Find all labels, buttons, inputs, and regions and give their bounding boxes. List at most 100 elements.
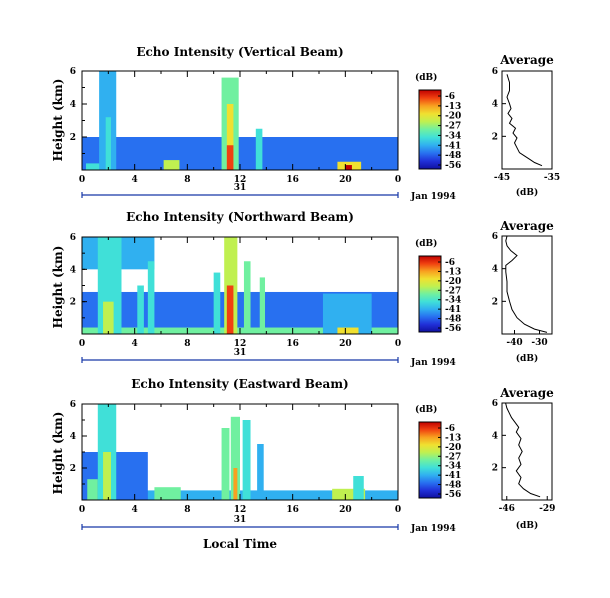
y-tick-label: 6 <box>70 233 76 243</box>
colorbar-tick-label: -13 <box>445 267 461 277</box>
echo-region <box>233 468 238 500</box>
colorbar-tick-label: -27 <box>445 452 461 462</box>
y-tick-label: 2 <box>492 132 498 142</box>
echo-region <box>243 261 251 334</box>
echo-region <box>226 285 234 334</box>
colorbar-tick-label: -13 <box>445 102 461 112</box>
colorbar-tick-label: -56 <box>445 324 461 334</box>
heatmap-plot <box>81 236 399 335</box>
colorbar-tick-label: -34 <box>445 296 461 306</box>
colorbar: -6-13-20-27-34-41-48-56 <box>418 89 461 171</box>
x-tick-label: 16 <box>286 505 299 515</box>
colorbar-unit: (dB) <box>415 72 437 83</box>
echo-region <box>259 277 266 334</box>
echo-region <box>332 488 366 500</box>
colorbar-tick-label: -6 <box>445 92 455 102</box>
x-tick-label: 12 <box>234 505 247 515</box>
profile-frame <box>501 402 553 501</box>
x-tick-label: 16 <box>286 339 299 349</box>
echo-region <box>213 272 221 334</box>
average-unit: (dB) <box>516 187 538 198</box>
echo-region <box>255 128 263 170</box>
average-unit: (dB) <box>516 353 538 364</box>
x-tick-label: 16 <box>286 175 299 185</box>
y-tick-label: 6 <box>492 67 498 77</box>
y-tick-label: 4 <box>492 431 498 441</box>
y-tick-label: 6 <box>492 399 498 409</box>
date-label: Jan 1994 <box>410 192 456 202</box>
colorbar-tick-label: -41 <box>445 305 461 315</box>
echo-region <box>163 160 180 170</box>
panel-title: Echo Intensity (Vertical Beam) <box>136 45 343 59</box>
x-tick-label: 0 <box>395 175 401 185</box>
date-label: Jan 1994 <box>410 524 456 534</box>
echo-region <box>226 104 234 170</box>
echo-region <box>103 452 111 500</box>
echo-region <box>226 145 234 170</box>
date-label: Jan 1994 <box>410 358 456 368</box>
x-tick-label: 4 <box>132 339 138 349</box>
y-axis-label: Height (km) <box>51 79 65 162</box>
colorbar-tick-label: -6 <box>445 258 455 268</box>
x-axis-title: Local Time <box>203 537 277 551</box>
y-tick-label: 4 <box>492 265 498 275</box>
echo-region <box>322 293 372 334</box>
echo-region <box>242 420 251 500</box>
x-tick-label: 4 <box>132 505 138 515</box>
colorbar-gradient <box>418 421 442 499</box>
x-tick-label: 0 <box>395 339 401 349</box>
y-tick-label: 4 <box>70 432 76 442</box>
echo-region <box>345 165 352 170</box>
y-tick-label: 4 <box>492 100 498 110</box>
colorbar-tick-label: -13 <box>445 433 461 443</box>
average-profile: 6 4 2 -45 -35 <box>492 67 560 183</box>
x-tick-label: 0 <box>79 505 85 515</box>
x-tick-label: 8 <box>184 175 190 185</box>
echo-region <box>85 163 104 170</box>
colorbar-tick-label: -27 <box>445 122 461 132</box>
x-tick-label: 20 <box>339 505 352 515</box>
heatmap-plot <box>81 403 399 501</box>
colorbar-gradient <box>418 255 442 333</box>
colorbar-tick-label: -56 <box>445 490 461 500</box>
colorbar-tick-label: -41 <box>445 141 461 151</box>
x-tick-label: 8 <box>184 339 190 349</box>
day-label: 31 <box>234 183 247 193</box>
colorbar: -6-13-20-27-34-41-48-56 <box>418 255 461 334</box>
y-tick-label: 6 <box>70 400 76 410</box>
average-profile: 6 4 2 -40 -30 <box>492 232 553 348</box>
y-axis-label: Height (km) <box>51 246 65 329</box>
day-label: 31 <box>234 348 247 358</box>
y-tick-label: 2 <box>492 464 498 474</box>
x-tick-label: -35 <box>544 173 560 183</box>
echo-region <box>221 428 230 500</box>
profile-frame <box>501 235 553 335</box>
y-tick-label: 2 <box>70 464 76 474</box>
average-title: Average <box>499 386 554 400</box>
colorbar-tick-label: -34 <box>445 131 461 141</box>
echo-region <box>137 285 144 334</box>
colorbar-gradient <box>418 89 442 170</box>
y-tick-label: 4 <box>70 100 76 110</box>
x-tick-label: 4 <box>132 175 138 185</box>
colorbar-tick-label: -48 <box>445 481 461 491</box>
colorbar-tick-label: -56 <box>445 161 461 171</box>
echo-region <box>147 261 155 334</box>
x-tick-label: -40 <box>506 338 522 348</box>
colorbar-tick-label: -6 <box>445 424 455 434</box>
average-title: Average <box>499 219 554 233</box>
y-tick-label: 6 <box>492 232 498 242</box>
average-unit: (dB) <box>516 520 538 531</box>
profile-frame <box>501 70 553 170</box>
echo-region <box>353 476 364 500</box>
x-tick-label: 20 <box>339 175 352 185</box>
day-label: 31 <box>234 515 247 525</box>
y-tick-label: 6 <box>70 67 76 77</box>
profile-line <box>505 235 548 333</box>
echo-region <box>257 444 264 500</box>
echo-region <box>87 479 98 500</box>
panel-vertical-beam: Echo Intensity (Vertical Beam) Height (k… <box>51 45 560 202</box>
echo-region <box>230 416 240 500</box>
x-tick-label: 20 <box>339 339 352 349</box>
